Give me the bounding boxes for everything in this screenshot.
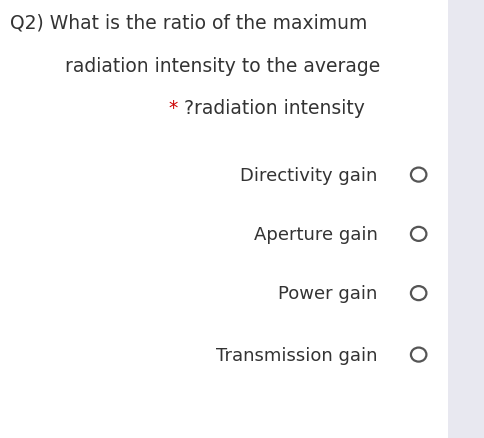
- Text: ?radiation intensity: ?radiation intensity: [184, 99, 365, 117]
- FancyBboxPatch shape: [448, 0, 484, 438]
- Text: Transmission gain: Transmission gain: [216, 346, 378, 364]
- Text: *: *: [168, 99, 184, 117]
- Text: Q2) What is the ratio of the maximum: Q2) What is the ratio of the maximum: [10, 13, 367, 32]
- Text: radiation intensity to the average: radiation intensity to the average: [65, 57, 380, 76]
- Text: Power gain: Power gain: [278, 284, 378, 303]
- Text: Aperture gain: Aperture gain: [254, 225, 378, 244]
- Text: Directivity gain: Directivity gain: [240, 166, 378, 184]
